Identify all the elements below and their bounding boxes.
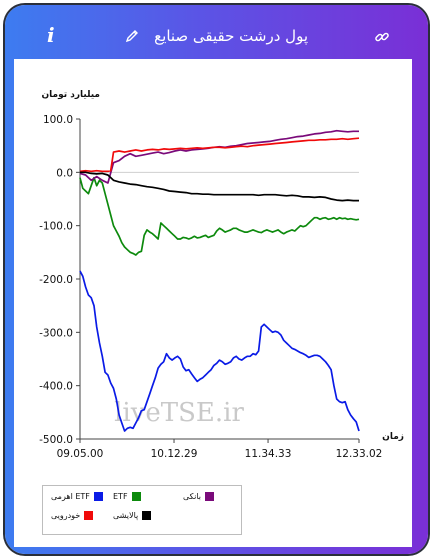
- chart-card: i پول درشت حقیقی صنایع liveTSE.ir میلیارد…: [5, 5, 428, 554]
- x-axis-label: زمان: [382, 432, 404, 442]
- legend-swatch: [93, 492, 103, 501]
- y-tick-label: -100.0: [39, 221, 73, 233]
- legend-item-etf[interactable]: ETF: [113, 492, 141, 501]
- y-tick-label: -400.0: [39, 381, 73, 393]
- legend-item-refinery[interactable]: پالایشی: [113, 511, 152, 520]
- legend-swatch: [131, 492, 141, 501]
- legend-item-etf-leveraged[interactable]: ETF اهرمی: [51, 492, 103, 501]
- y-tick-label: 0.0: [56, 167, 73, 179]
- x-tick-label: 11.34.33: [245, 448, 292, 460]
- y-tick-label: -500.0: [39, 434, 73, 446]
- y-tick-label: -200.0: [39, 274, 73, 286]
- series-line-1: [79, 176, 360, 256]
- link-icon[interactable]: [374, 29, 390, 45]
- x-tick-label: 09.05.00: [57, 448, 104, 460]
- info-icon[interactable]: i: [47, 23, 55, 47]
- series-line-4: [80, 171, 359, 202]
- chart-panel: liveTSE.ir میلیارد تومان زمان 100.0 0.0 -100.…: [14, 59, 412, 547]
- legend-label: ETF: [113, 492, 128, 501]
- x-tick-label: 12.33.02: [336, 448, 383, 460]
- y-tick-label: 100.0: [43, 114, 73, 126]
- legend-swatch: [84, 511, 94, 520]
- title-bar: i پول درشت حقیقی صنایع: [5, 5, 428, 59]
- edit-icon[interactable]: [125, 29, 139, 43]
- series-line-2: [79, 129, 359, 184]
- legend-swatch: [142, 511, 152, 520]
- legend-label: خودرویی: [51, 511, 81, 520]
- series-line-3: [79, 137, 360, 173]
- legend-label: پالایشی: [113, 511, 139, 520]
- legend-label: بانکی: [183, 492, 201, 501]
- watermark-text: liveTSE.ir: [114, 398, 244, 428]
- series-line-0: [79, 270, 360, 432]
- legend-item-automotive[interactable]: خودرویی: [51, 511, 94, 520]
- legend-swatch: [204, 492, 214, 501]
- legend-item-banking[interactable]: بانکی: [183, 492, 214, 501]
- chart-legend: ETF اهرمی ETF بانکی خودرویی پالایشی: [42, 485, 242, 535]
- y-tick-label: -300.0: [39, 327, 73, 339]
- line-chart: liveTSE.ir میلیارد تومان زمان 100.0 0.0 -100.…: [39, 90, 404, 460]
- legend-label: ETF اهرمی: [51, 492, 90, 501]
- y-axis-label: میلیارد تومان: [41, 90, 100, 100]
- page-title: پول درشت حقیقی صنایع: [154, 27, 308, 45]
- x-tick-label: 10.12.29: [151, 448, 198, 460]
